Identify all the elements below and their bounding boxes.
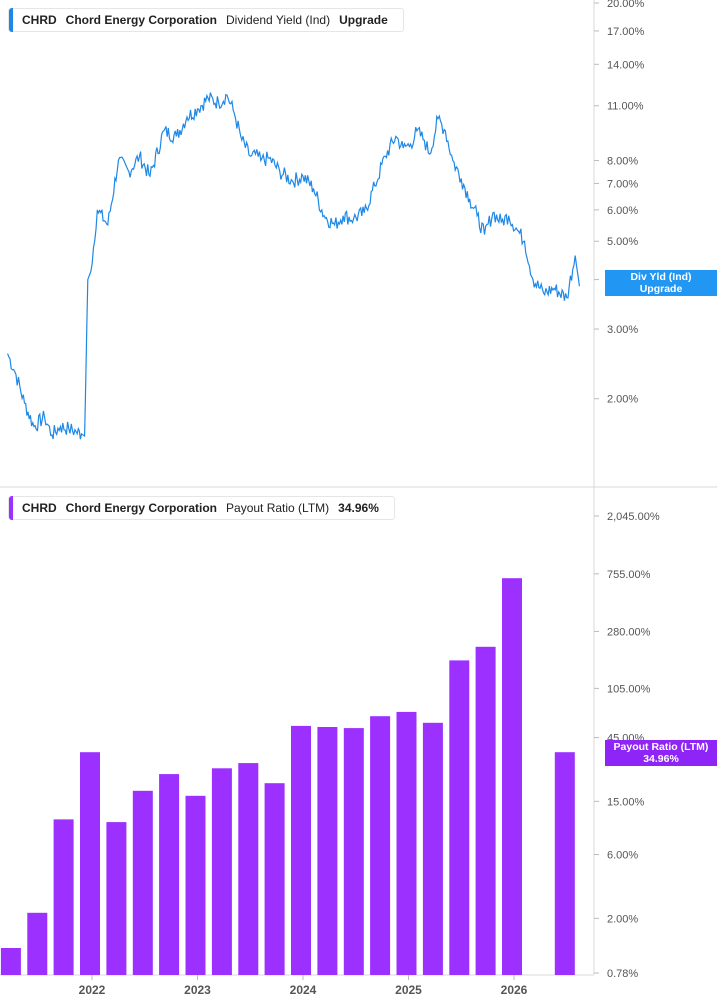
x-tick-label: 2026 bbox=[501, 983, 528, 997]
bottom-y-tick-label: 755.00% bbox=[607, 569, 651, 581]
top-y-tick-label: 7.00% bbox=[607, 178, 638, 190]
payout-bar bbox=[53, 819, 74, 975]
payout-bar bbox=[80, 752, 100, 975]
x-tick-label: 2022 bbox=[79, 983, 106, 997]
bottom-y-tick-label: 0.78% bbox=[607, 968, 638, 980]
payout-bar bbox=[185, 795, 206, 975]
payout-bar bbox=[422, 722, 443, 975]
x-tick-label: 2023 bbox=[184, 983, 211, 997]
top-y-tick-label: 17.00% bbox=[607, 26, 645, 38]
payout-bar bbox=[211, 768, 232, 975]
top-y-tick-label: 2.00% bbox=[607, 394, 638, 406]
payout-bar bbox=[27, 912, 48, 975]
payout-bar bbox=[396, 711, 417, 975]
payout-bar bbox=[317, 727, 338, 975]
payout-bar bbox=[502, 578, 522, 975]
bottom-legend-swatch bbox=[9, 496, 13, 520]
dividend-yield-line bbox=[7, 92, 580, 440]
dividend-yield-tag-value: Upgrade bbox=[639, 283, 683, 295]
payout-bar bbox=[264, 783, 285, 975]
top-y-tick-label: 6.00% bbox=[607, 205, 638, 217]
top-legend-metric: Dividend Yield (Ind) bbox=[226, 13, 331, 27]
payout-bar bbox=[291, 725, 311, 975]
payout-ratio-tag-value: 34.96% bbox=[643, 753, 679, 765]
top-y-tick-label: 8.00% bbox=[607, 155, 638, 167]
bottom-legend-value: 34.96% bbox=[338, 501, 379, 515]
payout-bar bbox=[554, 752, 575, 975]
payout-bar bbox=[449, 660, 470, 975]
payout-ratio-tag-label: Payout Ratio (LTM) bbox=[613, 741, 709, 753]
payout-bar bbox=[0, 948, 21, 975]
top-legend: CHRD Chord Energy Corporation Dividend Y… bbox=[8, 8, 404, 32]
top-y-tick-label: 5.00% bbox=[607, 236, 638, 248]
payout-bar bbox=[106, 822, 127, 975]
bottom-y-tick-label: 2,045.00% bbox=[607, 511, 660, 523]
payout-bar bbox=[475, 646, 496, 975]
top-y-tick-label: 11.00% bbox=[607, 101, 644, 113]
x-axis: 2022 2023 2024 2025 2026 bbox=[79, 975, 528, 997]
top-legend-swatch bbox=[9, 8, 13, 32]
payout-bar bbox=[238, 763, 259, 975]
bottom-legend-company: Chord Energy Corporation bbox=[65, 501, 218, 515]
top-legend-ticker: CHRD bbox=[22, 13, 57, 27]
bottom-legend: CHRD Chord Energy Corporation Payout Rat… bbox=[8, 496, 395, 520]
bottom-y-tick-label: 280.00% bbox=[607, 626, 651, 638]
top-legend-company: Chord Energy Corporation bbox=[65, 13, 218, 27]
payout-bars bbox=[0, 578, 575, 975]
top-y-tick-label: 14.00% bbox=[607, 59, 645, 71]
payout-bar bbox=[159, 774, 180, 975]
payout-bar bbox=[343, 728, 364, 975]
bottom-y-tick-label: 15.00% bbox=[607, 796, 645, 808]
dividend-yield-value-tag[interactable]: Div Yld (Ind) Upgrade bbox=[605, 270, 717, 296]
top-y-tick-label: 3.00% bbox=[607, 324, 638, 336]
payout-ratio-value-tag: Payout Ratio (LTM) 34.96% bbox=[605, 740, 717, 766]
bottom-y-tick-label: 105.00% bbox=[607, 683, 651, 695]
dividend-yield-tag-label: Div Yld (Ind) bbox=[630, 271, 692, 283]
top-y-tick-label: 20.00% bbox=[607, 0, 645, 10]
bottom-y-tick-label: 6.00% bbox=[607, 850, 638, 862]
bottom-legend-metric: Payout Ratio (LTM) bbox=[226, 501, 330, 515]
top-legend-upgrade-link[interactable]: Upgrade bbox=[339, 13, 388, 27]
payout-bar bbox=[132, 790, 153, 975]
payout-bar bbox=[370, 716, 391, 975]
bottom-legend-ticker: CHRD bbox=[22, 501, 57, 515]
top-y-axis: 20.00% 17.00% 14.00% 11.00% 8.00% 7.00% 6.00% 5… bbox=[594, 0, 645, 406]
x-tick-label: 2024 bbox=[290, 983, 317, 997]
x-tick-label: 2025 bbox=[395, 983, 422, 997]
bottom-y-tick-label: 2.00% bbox=[607, 913, 638, 925]
